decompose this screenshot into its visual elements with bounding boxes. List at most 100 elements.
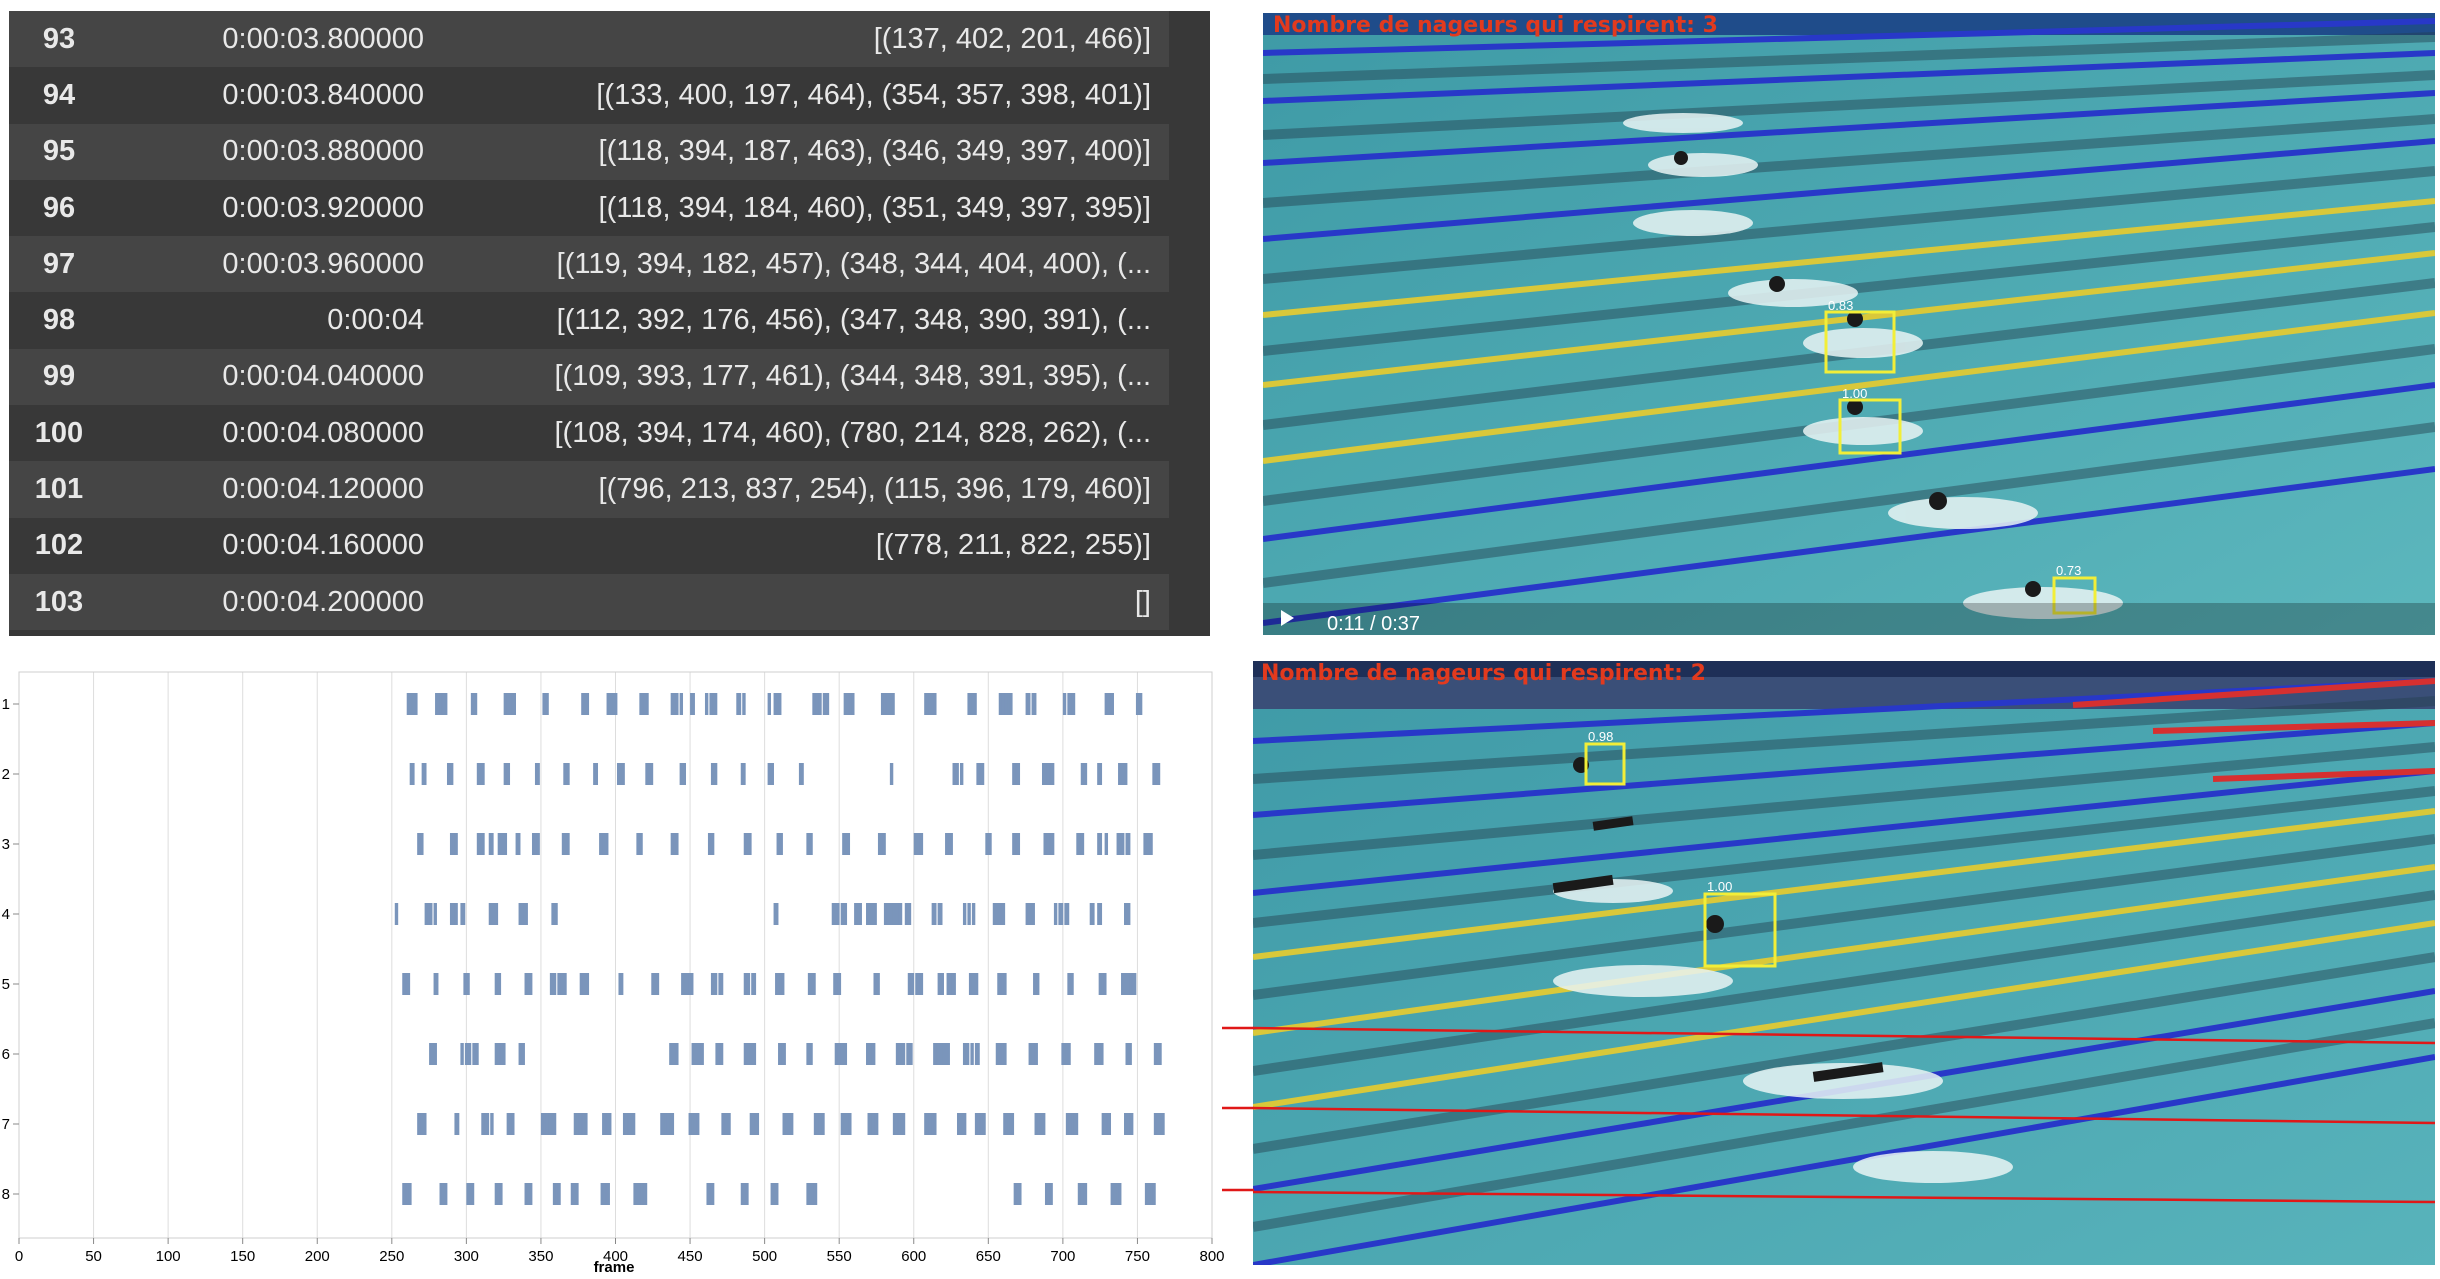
event-mark	[634, 1183, 639, 1205]
chart-axes: 0 50 100 150 200 250 300 350 400 450 500 550 600 650 7…	[2, 671, 1225, 1265]
event-mark	[719, 973, 724, 995]
event-mark	[423, 763, 427, 785]
event-mark	[460, 1043, 464, 1065]
event-mark	[1031, 903, 1035, 925]
video-frame-top[interactable]: 0.83 1.00 0.73 Nombre de nageurs qui res…	[1263, 13, 2435, 635]
event-mark	[710, 833, 715, 855]
event-mark	[870, 903, 874, 925]
event-mark	[1001, 903, 1006, 925]
event-mark	[605, 833, 609, 855]
row-index: 100	[9, 405, 109, 462]
row-index: 94	[9, 67, 109, 124]
y-tick-label: 1	[2, 696, 10, 713]
event-mark	[511, 1113, 515, 1135]
event-mark	[594, 763, 599, 785]
event-mark	[461, 903, 466, 925]
y-tick-label: 7	[2, 1116, 10, 1133]
event-mark	[1156, 763, 1161, 785]
event-mark	[1074, 1113, 1079, 1135]
event-mark	[672, 1043, 676, 1065]
event-mark	[566, 763, 570, 785]
event-mark	[506, 763, 511, 785]
event-mark	[621, 763, 625, 785]
video-frame-bottom[interactable]: 0.98 1.00 Nombre de nageurs qui respiren…	[1253, 661, 2435, 1265]
event-mark	[470, 1183, 475, 1205]
event-mark	[748, 833, 752, 855]
detection-score: 1.00	[1707, 879, 1732, 894]
event-mark	[933, 693, 937, 715]
x-tick-label: 50	[85, 1248, 102, 1265]
event-mark	[871, 1043, 876, 1065]
event-mark	[503, 833, 508, 855]
event-mark	[973, 693, 977, 715]
event-mark	[813, 1183, 818, 1205]
event-mark	[997, 903, 1001, 925]
event-mark	[1128, 1043, 1132, 1065]
row-timestamp: 0:00:03.800000	[109, 11, 424, 68]
x-tick-label: 550	[827, 1248, 852, 1265]
y-tick-label: 4	[2, 906, 10, 923]
event-mark	[952, 973, 956, 995]
event-mark	[512, 693, 516, 715]
x-tick-label: 200	[305, 1248, 330, 1265]
event-mark	[818, 693, 822, 715]
chart-grid	[18, 672, 1213, 1238]
event-mark	[930, 693, 934, 715]
event-mark	[1010, 1113, 1015, 1135]
event-mark	[637, 1183, 642, 1205]
row-index: 99	[9, 348, 109, 406]
event-mark	[606, 693, 610, 715]
x-tick-label: 400	[603, 1248, 628, 1265]
event-mark	[1018, 1183, 1022, 1205]
event-mark	[584, 1113, 588, 1135]
event-mark	[499, 833, 503, 855]
event-mark	[1027, 903, 1031, 925]
detections-table: 93 0:00:03.800000 [(137, 402, 201, 466)] 94…	[9, 11, 1169, 631]
event-mark	[825, 693, 830, 715]
event-mark	[809, 833, 813, 855]
event-mark	[435, 973, 439, 995]
row-boxes: [(112, 392, 176, 456), (347, 348, 390, 3…	[424, 292, 1169, 349]
event-mark	[1098, 833, 1103, 855]
table-row: 103 0:00:04.200000[]	[9, 573, 1169, 631]
event-mark	[775, 903, 779, 925]
event-mark	[892, 903, 897, 925]
event-mark	[709, 693, 713, 715]
event-mark	[585, 973, 590, 995]
play-icon[interactable]	[1281, 610, 1294, 626]
pool-scene-top: 0.83 1.00 0.73	[1263, 13, 2435, 635]
event-mark	[1016, 763, 1021, 785]
y-tick-label: 5	[2, 976, 10, 993]
pool-scene-bottom: 0.98 1.00	[1253, 661, 2435, 1265]
row-index: 95	[9, 123, 109, 180]
detection-box	[1824, 310, 1896, 374]
event-mark	[895, 903, 900, 925]
event-mark	[968, 693, 973, 715]
event-mark	[679, 693, 684, 715]
event-mark	[682, 763, 686, 785]
event-mark	[713, 973, 718, 995]
event-mark	[933, 1113, 937, 1135]
event-mark	[670, 1113, 675, 1135]
event-mark	[423, 1113, 427, 1135]
x-tick-label: 650	[976, 1248, 1001, 1265]
event-mark	[443, 1183, 448, 1205]
event-mark	[696, 1113, 700, 1135]
event-mark	[631, 1113, 636, 1135]
event-mark	[781, 973, 785, 995]
event-mark	[901, 1113, 906, 1135]
event-mark	[563, 973, 567, 995]
event-mark	[1158, 1043, 1162, 1065]
x-tick-label: 300	[454, 1248, 479, 1265]
event-mark	[840, 903, 845, 925]
detection-score: 0.73	[2056, 563, 2081, 578]
row-timestamp: 0:00:04	[109, 292, 424, 349]
event-mark	[752, 1043, 757, 1065]
row-index: 93	[9, 11, 109, 68]
row-boxes: [(118, 394, 187, 463), (346, 349, 397, 4…	[424, 123, 1169, 180]
row-boxes: [(109, 393, 177, 461), (344, 348, 391, 3…	[424, 348, 1169, 406]
event-mark	[557, 1183, 561, 1205]
event-mark	[933, 903, 937, 925]
event-mark	[1003, 973, 1007, 995]
event-mark	[809, 1043, 813, 1065]
